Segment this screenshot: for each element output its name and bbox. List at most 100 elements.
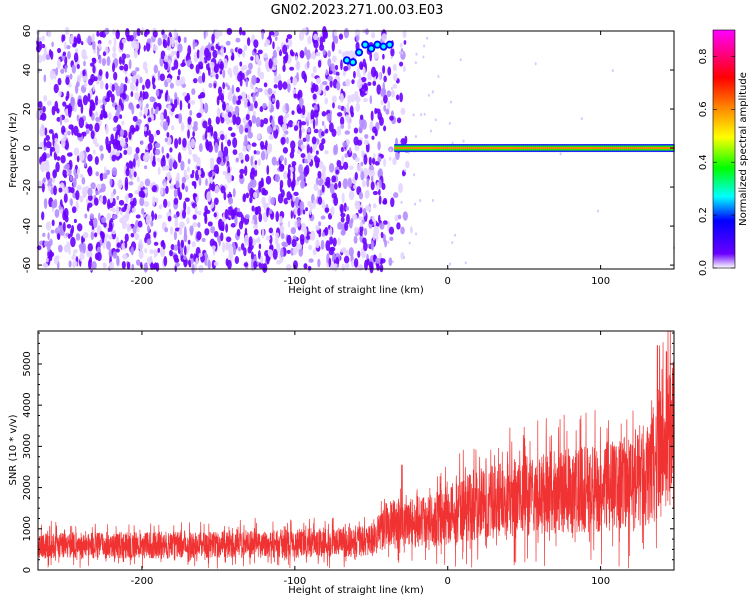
spectrogram-cell [130, 166, 135, 176]
spectrogram-cell [107, 90, 113, 98]
spectrogram-cell [76, 37, 82, 44]
spectrogram-cell [342, 69, 347, 77]
spectrogram-cell [62, 101, 67, 107]
spectrogram-cell [173, 254, 179, 261]
spectrogram-cell [244, 227, 248, 235]
spectrogram-cell [252, 224, 259, 229]
spectrogram-cell [632, 146, 635, 150]
spectrogram-cell [388, 156, 392, 161]
spectrogram-cell [125, 76, 128, 84]
spectrogram-cell [187, 259, 191, 266]
spectrogram-cell [291, 239, 297, 248]
spectrogram-cell [387, 240, 390, 244]
spectrogram-cell [387, 66, 392, 76]
spectrogram-cell [253, 39, 259, 48]
spectrogram-cell [258, 180, 264, 188]
spectrogram-cell [135, 67, 140, 72]
spectrogram-cell [225, 258, 229, 267]
spectrogram-cell [155, 129, 161, 136]
spectrogram-cell [42, 105, 46, 113]
spectrogram-cell [242, 193, 247, 203]
spectrogram-cell [611, 69, 614, 73]
spectrogram-cell [250, 258, 254, 269]
spectrogram-cell [204, 228, 210, 236]
spectrogram-cell [395, 94, 400, 101]
spectrogram-cell [313, 199, 316, 210]
spectrogram-cell [116, 195, 119, 201]
spectrogram-cell [99, 196, 104, 204]
spectrogram-cell [165, 165, 170, 171]
spectrogram-cell [341, 263, 346, 272]
spectrogram-cell [340, 229, 346, 236]
spectrogram-cell [374, 160, 380, 166]
spectrogram-cell [222, 82, 226, 90]
spectrogram-cell [166, 77, 172, 83]
spectrogram-cell [321, 231, 326, 237]
spectrogram-cells [35, 26, 675, 274]
spectrogram-cell [187, 129, 190, 139]
spectrogram-cell [150, 262, 154, 270]
spectrogram-cell [173, 230, 177, 241]
spectrogram-y-tick-label: -20 [22, 179, 33, 195]
spectrogram-cell [199, 92, 206, 99]
spectrogram-cell [93, 76, 98, 82]
spectrogram-cell [354, 144, 360, 152]
spectrogram-cell [124, 212, 130, 222]
spectrogram-cell [565, 146, 568, 150]
spectrogram-x-tick-label: -100 [283, 276, 306, 287]
spectrogram-cell [45, 221, 52, 231]
spectrogram-cell [339, 165, 344, 170]
spectrogram-cell [511, 146, 514, 150]
spectrogram-cell [97, 99, 102, 104]
spectrogram-cell [313, 84, 319, 93]
spectrogram-cell [232, 137, 238, 148]
spectrogram-cell [65, 76, 70, 86]
spectrogram-cell [166, 152, 170, 159]
spectrogram-cell [180, 121, 185, 132]
spectrogram-cell [228, 126, 233, 131]
spectrogram-cell [43, 74, 47, 83]
spectrogram-cell [410, 146, 413, 150]
spectrogram-cell [319, 83, 324, 91]
spectrogram-cell [282, 44, 288, 55]
spectrogram-cell [302, 137, 307, 143]
spectrogram-cell [43, 137, 47, 148]
spectrogram-cell [172, 161, 178, 170]
spectrogram-cell [91, 57, 96, 62]
spectrogram-cell [648, 146, 651, 150]
spectrogram-cell [318, 221, 322, 227]
spectrogram-cell [183, 245, 187, 256]
spectrogram-cell [321, 121, 325, 126]
spectrogram-cell [424, 146, 427, 150]
spectrogram-cell [83, 81, 87, 88]
spectrogram-cell [273, 75, 279, 84]
spectrogram-cell [182, 137, 187, 148]
spectrogram-cell [203, 30, 207, 40]
spectrogram-cell [399, 42, 403, 48]
snr-x-tick-label: -200 [131, 576, 154, 587]
spectrogram-cell [292, 76, 298, 86]
colorbar-ticks: 0.0 0.2 0.4 0.6 0.8 [698, 48, 735, 276]
spectrogram-cell [66, 90, 70, 100]
spectrogram-cell [64, 164, 69, 170]
spectrogram-cell [131, 207, 136, 213]
spectrogram-cell [222, 69, 226, 79]
spectrogram-cell [356, 66, 360, 78]
spectrogram-cell [251, 114, 257, 124]
spectrogram-cell [87, 194, 93, 201]
spectrogram-cell [255, 150, 261, 155]
spectrogram-cell [158, 204, 163, 210]
spectrogram-cell [342, 161, 349, 170]
spectrogram-cell [344, 58, 350, 63]
snr-frame [37, 330, 675, 571]
spectrogram-cell [266, 144, 271, 155]
snr-y-tick-label: 3000 [22, 434, 33, 459]
spectrogram-cell [162, 166, 166, 171]
spectrogram-cell [344, 262, 350, 269]
spectrogram-cell [102, 195, 107, 205]
spectrogram-cell [328, 257, 332, 268]
spectrogram-cell [361, 251, 367, 259]
spectrogram-cell [412, 146, 415, 150]
spectrogram-cell [232, 114, 237, 126]
spectrogram-cell [49, 251, 55, 258]
